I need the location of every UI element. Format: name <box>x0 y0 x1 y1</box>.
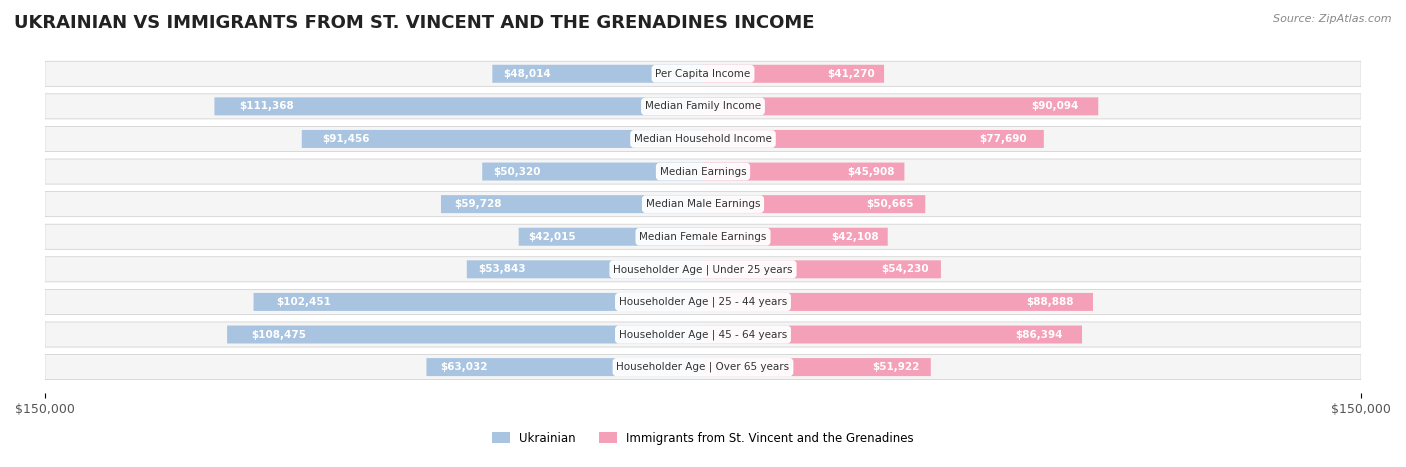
Text: $50,320: $50,320 <box>494 167 541 177</box>
Text: $86,394: $86,394 <box>1015 330 1063 340</box>
Text: Source: ZipAtlas.com: Source: ZipAtlas.com <box>1274 14 1392 24</box>
Text: Householder Age | Over 65 years: Householder Age | Over 65 years <box>616 362 790 372</box>
FancyBboxPatch shape <box>426 358 703 376</box>
FancyBboxPatch shape <box>703 293 1092 311</box>
FancyBboxPatch shape <box>703 325 1083 344</box>
FancyBboxPatch shape <box>703 65 884 83</box>
FancyBboxPatch shape <box>703 163 904 181</box>
FancyBboxPatch shape <box>45 159 1361 184</box>
FancyBboxPatch shape <box>45 354 1361 380</box>
Text: $59,728: $59,728 <box>454 199 502 209</box>
FancyBboxPatch shape <box>228 325 703 344</box>
FancyBboxPatch shape <box>302 130 703 148</box>
Text: $42,015: $42,015 <box>527 232 575 242</box>
FancyBboxPatch shape <box>492 65 703 83</box>
Text: $77,690: $77,690 <box>979 134 1026 144</box>
FancyBboxPatch shape <box>703 358 931 376</box>
FancyBboxPatch shape <box>467 260 703 278</box>
FancyBboxPatch shape <box>519 228 703 246</box>
Text: Median Family Income: Median Family Income <box>645 101 761 111</box>
FancyBboxPatch shape <box>703 97 1098 115</box>
FancyBboxPatch shape <box>45 61 1361 86</box>
FancyBboxPatch shape <box>703 228 887 246</box>
FancyBboxPatch shape <box>45 224 1361 249</box>
FancyBboxPatch shape <box>45 322 1361 347</box>
FancyBboxPatch shape <box>441 195 703 213</box>
Text: $42,108: $42,108 <box>831 232 879 242</box>
FancyBboxPatch shape <box>45 257 1361 282</box>
FancyBboxPatch shape <box>703 195 925 213</box>
Text: $53,843: $53,843 <box>478 264 526 274</box>
Text: $90,094: $90,094 <box>1031 101 1078 111</box>
Text: Householder Age | 25 - 44 years: Householder Age | 25 - 44 years <box>619 297 787 307</box>
FancyBboxPatch shape <box>45 290 1361 314</box>
FancyBboxPatch shape <box>703 260 941 278</box>
Text: $111,368: $111,368 <box>239 101 294 111</box>
FancyBboxPatch shape <box>482 163 703 181</box>
Text: Median Household Income: Median Household Income <box>634 134 772 144</box>
Text: Householder Age | Under 25 years: Householder Age | Under 25 years <box>613 264 793 275</box>
Text: Per Capita Income: Per Capita Income <box>655 69 751 79</box>
FancyBboxPatch shape <box>45 127 1361 151</box>
Text: $88,888: $88,888 <box>1026 297 1073 307</box>
Text: $45,908: $45,908 <box>846 167 894 177</box>
Text: $48,014: $48,014 <box>503 69 551 79</box>
Text: $54,230: $54,230 <box>882 264 929 274</box>
Text: $108,475: $108,475 <box>250 330 307 340</box>
Text: Householder Age | 45 - 64 years: Householder Age | 45 - 64 years <box>619 329 787 340</box>
Text: Median Male Earnings: Median Male Earnings <box>645 199 761 209</box>
Text: $51,922: $51,922 <box>872 362 920 372</box>
FancyBboxPatch shape <box>45 191 1361 217</box>
Text: Median Female Earnings: Median Female Earnings <box>640 232 766 242</box>
FancyBboxPatch shape <box>215 97 703 115</box>
Text: $91,456: $91,456 <box>322 134 370 144</box>
FancyBboxPatch shape <box>45 94 1361 119</box>
Text: $63,032: $63,032 <box>440 362 488 372</box>
FancyBboxPatch shape <box>703 130 1043 148</box>
Text: $50,665: $50,665 <box>866 199 914 209</box>
Text: UKRAINIAN VS IMMIGRANTS FROM ST. VINCENT AND THE GRENADINES INCOME: UKRAINIAN VS IMMIGRANTS FROM ST. VINCENT… <box>14 14 814 32</box>
Text: $41,270: $41,270 <box>827 69 875 79</box>
Text: Median Earnings: Median Earnings <box>659 167 747 177</box>
Legend: Ukrainian, Immigrants from St. Vincent and the Grenadines: Ukrainian, Immigrants from St. Vincent a… <box>488 427 918 449</box>
Text: $102,451: $102,451 <box>276 297 330 307</box>
FancyBboxPatch shape <box>253 293 703 311</box>
